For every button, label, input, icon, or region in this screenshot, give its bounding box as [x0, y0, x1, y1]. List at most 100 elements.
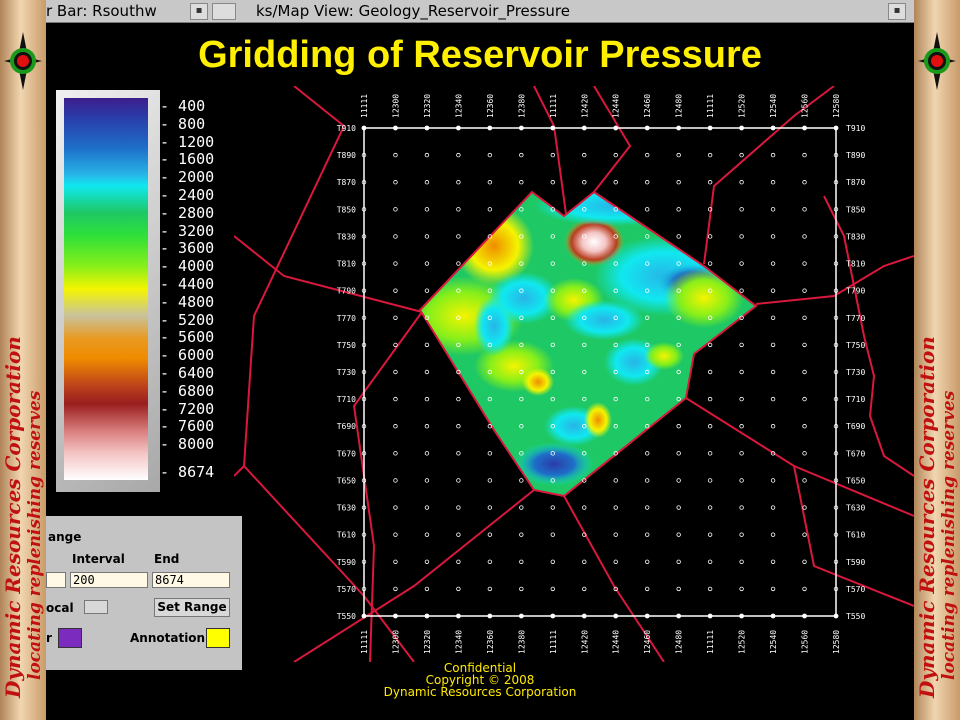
grid-point [707, 424, 713, 429]
grid-point [833, 315, 839, 320]
grid-point [550, 396, 555, 402]
grid-point [707, 261, 713, 266]
grid-point [739, 396, 744, 402]
start-field[interactable] [46, 572, 66, 588]
grid-point [550, 532, 555, 537]
grid-points-layer [361, 125, 839, 619]
axis-label: 12440 [612, 94, 621, 118]
grid-point [582, 180, 587, 185]
axis-label: 12460 [643, 94, 652, 118]
grid-point [393, 125, 398, 131]
axis-label: T630 [337, 504, 356, 513]
grid-point [802, 532, 807, 537]
grid-point [770, 613, 776, 619]
legend-tick-label: - 6400 [160, 364, 215, 382]
grid-point [833, 369, 839, 375]
grid-point [802, 478, 807, 483]
grid-point [833, 451, 839, 456]
tab-right-menu-button[interactable]: ▪ [888, 3, 906, 20]
pressure-map-view[interactable]: 11111 12300 12320 12340 12360 12380 11111 12420… [234, 86, 914, 662]
grid-point [519, 342, 524, 348]
grid-point [833, 261, 839, 266]
grid-point [802, 207, 807, 212]
end-field[interactable] [152, 572, 230, 588]
grid-point [456, 505, 461, 510]
grid-point [770, 396, 776, 402]
grid-point [519, 315, 524, 320]
grid-point [424, 152, 430, 158]
legend-tick-labels: - 400- 800- 1200- 1600- 2000- 2400- 2800… [160, 88, 234, 516]
study-area-outline [418, 190, 758, 498]
grid-point [518, 613, 524, 619]
grid-point [770, 288, 776, 293]
grid-point [802, 613, 807, 619]
grid-point [833, 532, 839, 537]
footer-notice: Confidential Copyright © 2008 Dynamic Re… [340, 662, 620, 698]
grid-point [645, 288, 650, 293]
axis-label: T790 [846, 287, 865, 296]
grid-point [833, 424, 839, 429]
grid-point [739, 586, 744, 592]
grid-point [707, 532, 713, 537]
grid-point [582, 342, 587, 348]
grid-point [739, 532, 744, 537]
tab-color-bar[interactable]: r Bar: Rsouthw [46, 2, 157, 20]
axis-label: T730 [337, 368, 356, 377]
grid-point [707, 505, 713, 510]
grid-point [456, 424, 461, 429]
interval-field[interactable] [70, 572, 148, 588]
grid-point [645, 559, 650, 564]
grid-point [645, 586, 650, 592]
axis-label: 12300 [391, 630, 400, 654]
grid-point [424, 478, 430, 483]
grid-point [456, 152, 461, 158]
left-brand-line2: locating replenishing reserves [25, 390, 45, 680]
compass-logo-icon [918, 32, 956, 90]
grid-point [487, 261, 493, 266]
legend-tick-label: - 1200 [160, 132, 215, 151]
tab-menu-button[interactable]: ▪ [190, 3, 208, 20]
grid-point [613, 613, 619, 619]
grid-point [707, 152, 713, 158]
grid-point [456, 559, 461, 564]
grid-point [676, 125, 682, 131]
tab-map-view[interactable]: ks/Map View: Geology_Reservoir_Pressure [256, 2, 570, 20]
grid-point [393, 342, 398, 348]
grid-point [361, 586, 367, 592]
axis-label: T810 [337, 260, 356, 269]
background-color-swatch[interactable] [58, 628, 82, 648]
grid-point [519, 369, 524, 375]
grid-point [613, 505, 618, 510]
grid-point [393, 478, 398, 483]
annotation-color-swatch[interactable] [206, 628, 230, 648]
range-mode-dropdown[interactable] [84, 600, 108, 614]
axis-label: T630 [846, 504, 865, 513]
grid-point [833, 478, 839, 483]
axis-label: T710 [846, 395, 865, 404]
grid-point [582, 505, 587, 510]
tab-maximize-button[interactable] [212, 3, 236, 20]
grid-point [361, 288, 367, 293]
grid-point [393, 613, 398, 619]
legend-tick-label: - 8000 [160, 435, 215, 454]
set-range-button[interactable]: Set Range [154, 598, 230, 617]
grid-point [456, 478, 461, 483]
grid-point [676, 586, 681, 592]
grid-point [424, 125, 430, 131]
grid-point [739, 424, 744, 429]
grid-point [455, 613, 461, 619]
axis-label: 12340 [454, 94, 463, 118]
grid-point [393, 396, 398, 402]
grid-point [424, 261, 430, 266]
legend-tick-label: - 4800 [160, 292, 215, 311]
grid-point [770, 559, 776, 564]
grid-point [613, 207, 618, 212]
grid-point [393, 207, 398, 212]
grid-point [550, 152, 555, 158]
grid-point [676, 261, 681, 266]
grid-point [645, 478, 650, 483]
grid-point [361, 559, 367, 564]
axis-label: T770 [337, 314, 356, 323]
grid-point [833, 559, 839, 564]
grid-point [770, 125, 776, 131]
